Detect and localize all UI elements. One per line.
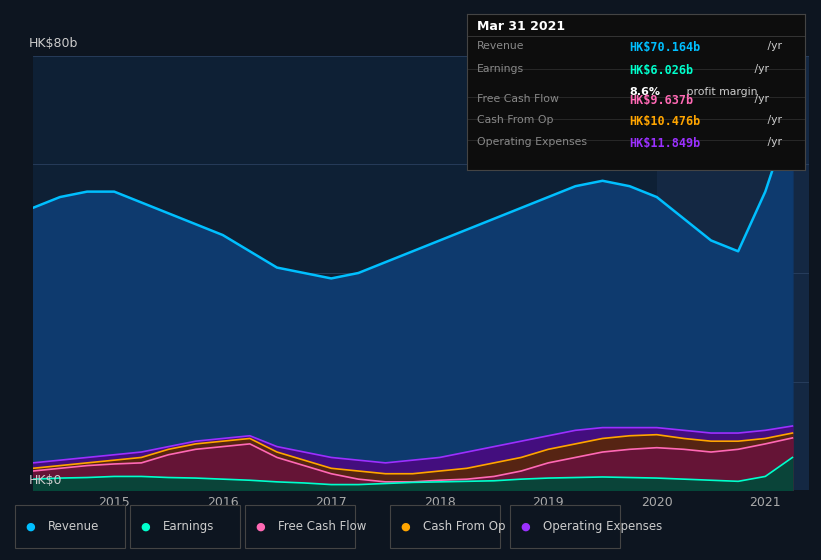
Text: HK$11.849b: HK$11.849b <box>629 137 700 150</box>
Text: Earnings: Earnings <box>477 64 525 74</box>
Text: Free Cash Flow: Free Cash Flow <box>277 520 366 533</box>
Text: Revenue: Revenue <box>48 520 99 533</box>
Text: Revenue: Revenue <box>477 40 525 50</box>
Text: HK$70.164b: HK$70.164b <box>629 40 700 54</box>
Text: HK$9.637b: HK$9.637b <box>629 94 694 106</box>
Text: ●: ● <box>520 521 530 531</box>
Text: Earnings: Earnings <box>163 520 214 533</box>
Text: Operating Expenses: Operating Expenses <box>543 520 662 533</box>
Bar <box>657 56 809 490</box>
Text: ●: ● <box>400 521 410 531</box>
Text: /yr: /yr <box>751 64 769 74</box>
Text: /yr: /yr <box>764 40 782 50</box>
Text: ●: ● <box>140 521 149 531</box>
Text: Cash From Op: Cash From Op <box>477 115 553 125</box>
Text: 8.6%: 8.6% <box>629 87 660 97</box>
Text: Mar 31 2021: Mar 31 2021 <box>477 20 566 33</box>
Text: Operating Expenses: Operating Expenses <box>477 137 587 147</box>
Text: Cash From Op: Cash From Op <box>423 520 506 533</box>
Text: ●: ● <box>255 521 264 531</box>
Text: /yr: /yr <box>764 115 782 125</box>
Text: profit margin: profit margin <box>683 87 758 97</box>
Text: ●: ● <box>25 521 34 531</box>
Text: HK$0: HK$0 <box>29 474 62 487</box>
Text: HK$10.476b: HK$10.476b <box>629 115 700 128</box>
Text: /yr: /yr <box>764 137 782 147</box>
Text: HK$6.026b: HK$6.026b <box>629 64 694 77</box>
Text: Free Cash Flow: Free Cash Flow <box>477 94 559 104</box>
Text: /yr: /yr <box>751 94 769 104</box>
Text: HK$80b: HK$80b <box>29 38 78 50</box>
